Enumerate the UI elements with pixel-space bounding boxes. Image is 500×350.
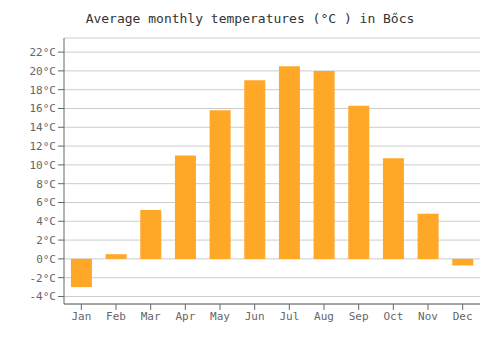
html-text:Average monthly temperatures (: Average monthly temperatures (°C ) in Bő… bbox=[85, 11, 415, 26]
svg-text:Jan: Jan bbox=[71, 310, 91, 323]
svg-text:Feb: Feb bbox=[106, 310, 126, 323]
svg-text:Dec: Dec bbox=[453, 310, 473, 323]
svg-text:16°C: 16°C bbox=[30, 102, 57, 115]
svg-text:-2°C: -2°C bbox=[30, 272, 57, 285]
svg-text:6°C: 6°C bbox=[36, 196, 56, 209]
svg-text:22°C: 22°C bbox=[30, 46, 57, 59]
svg-text:14°C: 14°C bbox=[30, 121, 57, 134]
svg-text:2°C: 2°C bbox=[36, 234, 56, 247]
svg-text:12°C: 12°C bbox=[30, 140, 57, 153]
svg-text:8°C: 8°C bbox=[36, 178, 56, 191]
svg-text:20°C: 20°C bbox=[30, 65, 57, 78]
svg-text:Jul: Jul bbox=[279, 310, 299, 323]
svg-text:May: May bbox=[210, 310, 230, 323]
svg-text:10°C: 10°C bbox=[30, 159, 57, 172]
svg-text:Nov: Nov bbox=[418, 310, 438, 323]
svg-text:4°C: 4°C bbox=[36, 215, 56, 228]
svg-text:18°C: 18°C bbox=[30, 84, 57, 97]
svg-text:Sep: Sep bbox=[349, 310, 369, 323]
svg-text:Apr: Apr bbox=[175, 310, 195, 323]
svg-text:0°C: 0°C bbox=[36, 253, 56, 266]
svg-text:Aug: Aug bbox=[314, 310, 334, 323]
svg-text:Mar: Mar bbox=[141, 310, 161, 323]
svg-text:Oct: Oct bbox=[383, 310, 403, 323]
svg-text:-4°C: -4°C bbox=[30, 290, 57, 303]
svg-text:Jun: Jun bbox=[245, 310, 265, 323]
